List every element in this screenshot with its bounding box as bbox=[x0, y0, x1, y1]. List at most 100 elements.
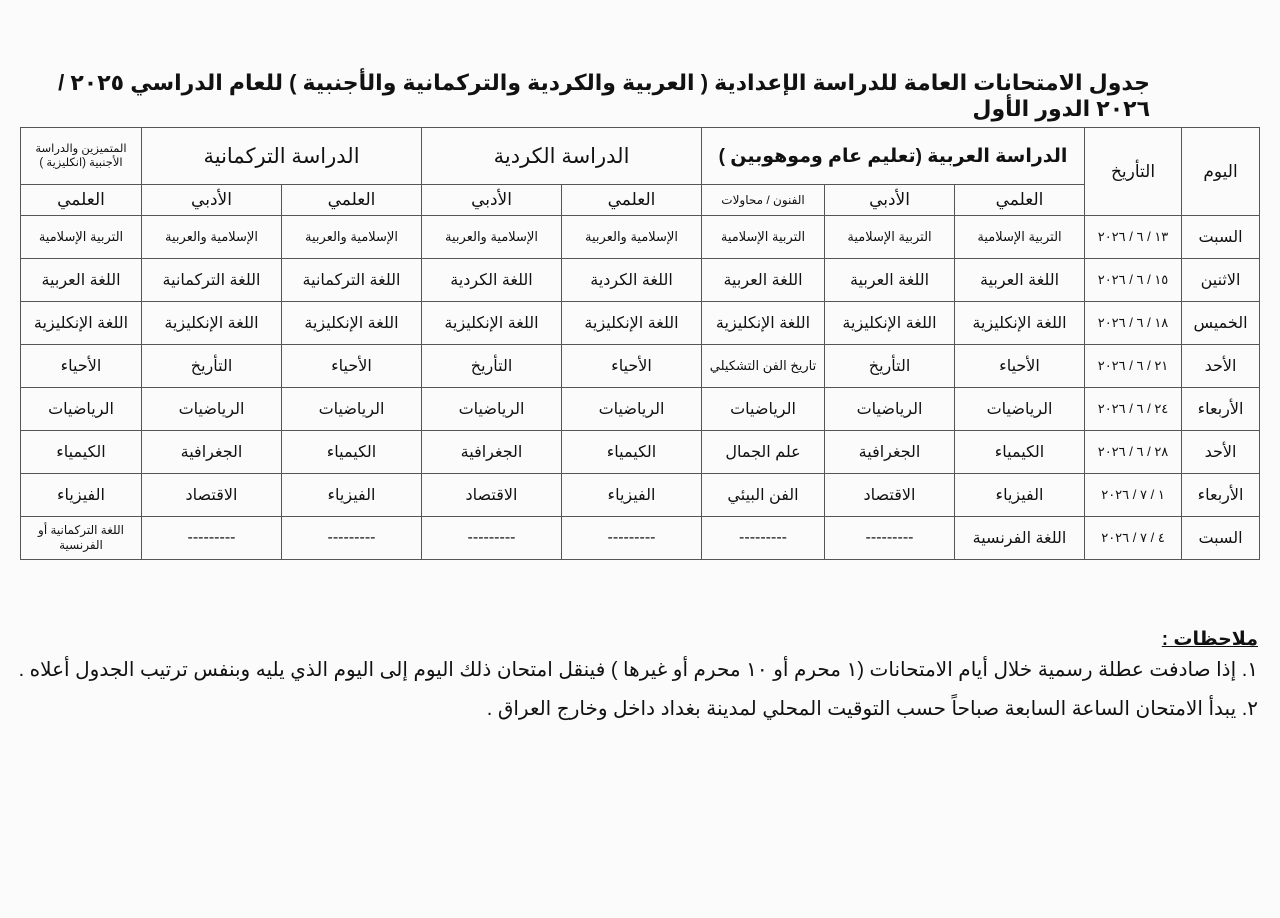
subheader-branch: الفنون / محاولات bbox=[701, 184, 826, 216]
subject-cell: الفن البيئي bbox=[701, 473, 826, 517]
table-row: الأربعاء ١ / ٧ / ٢٠٢٦ الفيزياء الاقتصاد الفن… bbox=[20, 473, 1261, 517]
subject-cell: التأريخ bbox=[824, 344, 956, 388]
subheader-branch: الأدبي bbox=[141, 184, 282, 216]
header-excellent-foreign-study: المتميزين والدراسة الأجنبية (انكليزية ) bbox=[20, 127, 142, 185]
table-row: الأحد ٢١ / ٦ / ٢٠٢٦ الأحياء التأريخ تاريخ ال… bbox=[20, 344, 1261, 388]
subject-cell: الكيمياء bbox=[561, 430, 703, 474]
subject-cell: الإسلامية والعربية bbox=[141, 215, 282, 259]
subject-cell: الرياضيات bbox=[281, 387, 422, 431]
subject-cell: اللغة العربية bbox=[824, 258, 956, 302]
subject-cell: التربية الإسلامية bbox=[701, 215, 826, 259]
day-cell: الأربعاء bbox=[1181, 387, 1261, 431]
subject-cell: الكيمياء bbox=[954, 430, 1086, 474]
subject-cell: الفيزياء bbox=[561, 473, 703, 517]
subject-cell: الأحياء bbox=[281, 344, 422, 388]
subject-cell: الرياضيات bbox=[20, 387, 142, 431]
subject-cell: --------- bbox=[420, 516, 563, 560]
day-cell: الأحد bbox=[1181, 344, 1261, 388]
subject-cell: الاقتصاد bbox=[420, 473, 563, 517]
subject-cell: --------- bbox=[281, 516, 422, 560]
day-cell: الأحد bbox=[1181, 430, 1261, 474]
day-cell: السبت bbox=[1181, 215, 1261, 259]
subject-cell: التربية الإسلامية bbox=[20, 215, 142, 259]
day-cell: الأربعاء bbox=[1181, 473, 1261, 517]
header-date: التأريخ bbox=[1084, 127, 1183, 216]
subject-cell: --------- bbox=[561, 516, 703, 560]
subject-cell: اللغة الإنكليزية bbox=[824, 301, 956, 345]
subject-cell: اللغة العربية bbox=[20, 258, 142, 302]
subject-cell: الجغرافية bbox=[420, 430, 563, 474]
subheader-branch: الأدبي bbox=[824, 184, 956, 216]
notes-heading: ملاحظات : bbox=[1161, 629, 1258, 650]
subject-cell: تاريخ الفن التشكيلي bbox=[701, 344, 826, 388]
date-cell: ٢٨ / ٦ / ٢٠٢٦ bbox=[1084, 430, 1183, 474]
table-row: الخميس ١٨ / ٦ / ٢٠٢٦ اللغة الإنكليزية اللغة… bbox=[20, 301, 1261, 345]
subject-cell: الفيزياء bbox=[281, 473, 422, 517]
subject-cell: الرياضيات bbox=[420, 387, 563, 431]
subject-cell: اللغة الكردية bbox=[561, 258, 703, 302]
subheader-branch: العلمي bbox=[954, 184, 1086, 216]
subject-cell: الإسلامية والعربية bbox=[281, 215, 422, 259]
subject-cell: اللغة التركمانية bbox=[141, 258, 282, 302]
subject-cell: الأحياء bbox=[954, 344, 1086, 388]
subject-cell: اللغة الإنكليزية bbox=[561, 301, 703, 345]
subject-cell: التربية الإسلامية bbox=[954, 215, 1086, 259]
page-title: جدول الامتحانات العامة للدراسة الإعدادية… bbox=[58, 70, 1150, 121]
subject-cell: الاقتصاد bbox=[141, 473, 282, 517]
day-cell: السبت bbox=[1181, 516, 1261, 560]
subject-cell: الرياضيات bbox=[954, 387, 1086, 431]
subject-cell: اللغة الإنكليزية bbox=[141, 301, 282, 345]
subject-cell: اللغة التركمانية أو الفرنسية bbox=[20, 516, 142, 560]
subject-cell: الاقتصاد bbox=[824, 473, 956, 517]
header-day: اليوم bbox=[1181, 127, 1261, 216]
subject-cell: اللغة الإنكليزية bbox=[20, 301, 142, 345]
table-row: الاثنين ١٥ / ٦ / ٢٠٢٦ اللغة العربية اللغة ا… bbox=[20, 258, 1261, 302]
header-kurdish-study: الدراسة الكردية bbox=[420, 127, 703, 185]
table-row: السبت ١٣ / ٦ / ٢٠٢٦ التربية الإسلامية الترب… bbox=[20, 215, 1261, 259]
subject-cell: الجغرافية bbox=[141, 430, 282, 474]
header-turkmen-study: الدراسة التركمانية bbox=[141, 127, 422, 185]
subject-cell: الأحياء bbox=[20, 344, 142, 388]
subject-cell: التأريخ bbox=[420, 344, 563, 388]
subject-cell: اللغة الفرنسية bbox=[954, 516, 1086, 560]
date-cell: ١٣ / ٦ / ٢٠٢٦ bbox=[1084, 215, 1183, 259]
subject-cell: الرياضيات bbox=[701, 387, 826, 431]
subject-cell: الإسلامية والعربية bbox=[561, 215, 703, 259]
date-cell: ٢١ / ٦ / ٢٠٢٦ bbox=[1084, 344, 1183, 388]
subject-cell: --------- bbox=[701, 516, 826, 560]
subject-cell: اللغة العربية bbox=[954, 258, 1086, 302]
subject-cell: التربية الإسلامية bbox=[824, 215, 956, 259]
subject-cell: التأريخ bbox=[141, 344, 282, 388]
subject-cell: علم الجمال bbox=[701, 430, 826, 474]
subject-cell: الإسلامية والعربية bbox=[420, 215, 563, 259]
subject-cell: اللغة الكردية bbox=[420, 258, 563, 302]
subject-cell: الفيزياء bbox=[954, 473, 1086, 517]
subheader-branch: العلمي bbox=[561, 184, 703, 216]
subject-cell: الرياضيات bbox=[141, 387, 282, 431]
subject-cell: الأحياء bbox=[561, 344, 703, 388]
subject-cell: الفيزياء bbox=[20, 473, 142, 517]
table-row: الأحد ٢٨ / ٦ / ٢٠٢٦ الكيمياء الجغرافية علم ا… bbox=[20, 430, 1261, 474]
date-cell: ١٨ / ٦ / ٢٠٢٦ bbox=[1084, 301, 1183, 345]
subject-cell: اللغة الإنكليزية bbox=[420, 301, 563, 345]
subject-cell: اللغة الإنكليزية bbox=[954, 301, 1086, 345]
day-cell: الاثنين bbox=[1181, 258, 1261, 302]
date-cell: ١ / ٧ / ٢٠٢٦ bbox=[1084, 473, 1183, 517]
subject-cell: الرياضيات bbox=[824, 387, 956, 431]
subject-cell: الرياضيات bbox=[561, 387, 703, 431]
subject-cell: --------- bbox=[141, 516, 282, 560]
date-cell: ١٥ / ٦ / ٢٠٢٦ bbox=[1084, 258, 1183, 302]
subject-cell: الكيمياء bbox=[281, 430, 422, 474]
subheader-branch: العلمي bbox=[20, 184, 142, 216]
notes-section: ملاحظات : ١. إذا صادفت عطلة رسمية خلال أ… bbox=[18, 628, 1258, 735]
subheader-branch: العلمي bbox=[281, 184, 422, 216]
subject-cell: اللغة الإنكليزية bbox=[701, 301, 826, 345]
subject-cell: اللغة التركمانية bbox=[281, 258, 422, 302]
subject-cell: اللغة الإنكليزية bbox=[281, 301, 422, 345]
day-cell: الخميس bbox=[1181, 301, 1261, 345]
subheader-branch: الأدبي bbox=[420, 184, 563, 216]
subject-cell: الجغرافية bbox=[824, 430, 956, 474]
note-item: ٢. يبدأ الامتحان الساعة السابعة صباحاً ح… bbox=[486, 698, 1258, 720]
subject-cell: الكيمياء bbox=[20, 430, 142, 474]
subject-cell: اللغة العربية bbox=[701, 258, 826, 302]
